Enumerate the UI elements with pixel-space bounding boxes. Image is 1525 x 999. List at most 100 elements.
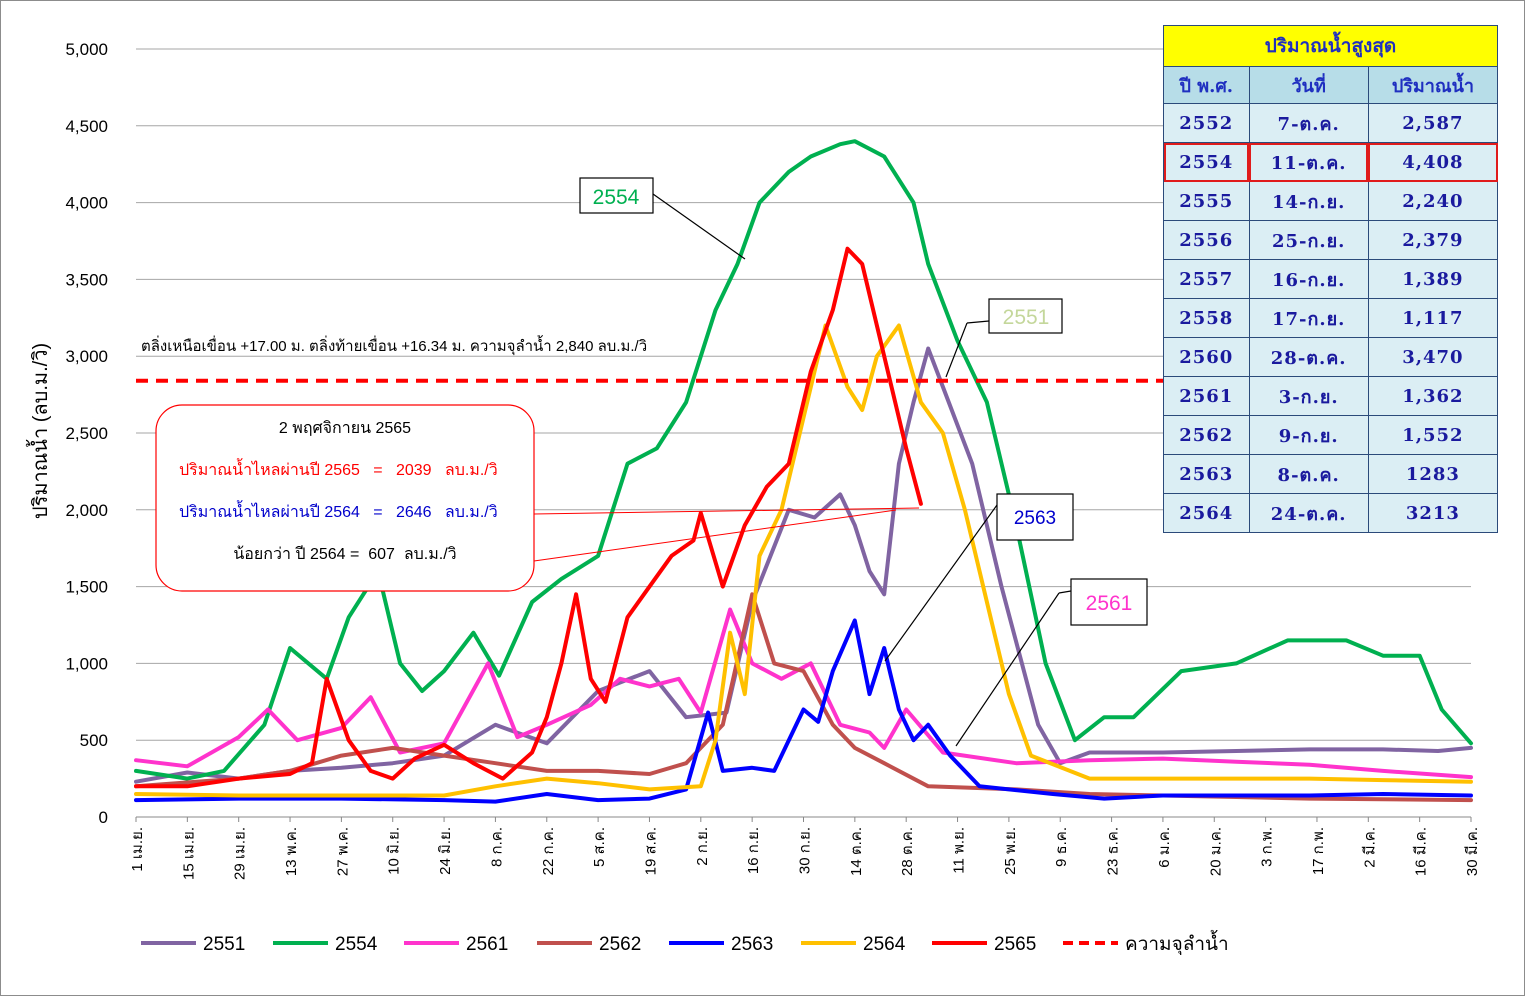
peak-table-row: 2564 24-ต.ค. 3213: [1163, 493, 1499, 533]
peak-table-cell: 3213: [1367, 493, 1499, 533]
series-line-2565: [134, 246, 923, 789]
peak-table-header-cell: ปริมาณน้ำ: [1367, 66, 1499, 104]
peak-table-cell: 28-ต.ค.: [1248, 337, 1369, 377]
x-tick-label: 13 พ.ค.: [283, 827, 300, 876]
x-tick-label: 11 พ.ย.: [951, 827, 968, 874]
callout-2563: 2563: [884, 493, 1074, 662]
peak-table-cell: 1283: [1367, 454, 1499, 494]
y-tick-label: 1,000: [65, 654, 108, 673]
x-tick-label: 10 มิ.ย.: [386, 827, 403, 875]
peak-table-row: 2557 16-ก.ย. 1,389: [1163, 259, 1499, 299]
legend-label: 2564: [863, 934, 906, 955]
info-pointer-lower: [533, 509, 897, 562]
y-tick-label: 2,000: [65, 501, 108, 520]
callout-2551: 2551: [945, 298, 1063, 378]
y-tick-label: 2,500: [65, 424, 108, 443]
x-tick-label: 29 เม.ย.: [232, 827, 249, 880]
y-tick-label: 500: [80, 731, 108, 750]
peak-table-cell: 3-ก.ย.: [1248, 376, 1369, 416]
x-tick-label: 16 มี.ค.: [1413, 827, 1430, 876]
peak-table: ปริมาณน้ำสูงสุด ปี พ.ศ. วันที่ ปริมาณน้ำ 2…: [1163, 25, 1499, 533]
peak-table-cell: 2,240: [1367, 181, 1499, 221]
x-tick-label: 2 ก.ย.: [694, 827, 711, 866]
callout-2554-label: 2554: [593, 186, 640, 209]
x-tick-label: 15 เม.ย.: [180, 827, 197, 880]
legend-label: 2563: [731, 934, 773, 955]
y-tick-label: 4,000: [65, 194, 108, 213]
callout-2563-label: 2563: [1014, 508, 1056, 529]
callout-2554: 2554: [579, 177, 746, 260]
peak-table-cell: 4,408: [1367, 142, 1499, 182]
x-tick-label: 1 เม.ย.: [129, 827, 146, 872]
series-line-2563: [134, 618, 1473, 804]
legend-label: 2562: [599, 934, 641, 955]
peak-table-cell: 1,362: [1367, 376, 1499, 416]
info-diff: น้อยกว่า ปี 2564 = 607 ลบ.ม./วิ: [233, 545, 456, 563]
x-tick-label: 14 ต.ค.: [848, 827, 865, 876]
x-tick-labels: 1 เม.ย. 15 เม.ย. 29 เม.ย. 13 พ.ค. 27 พ.ค. 10 …: [129, 817, 1481, 880]
peak-table-row: 2560 28-ต.ค. 3,470: [1163, 337, 1499, 377]
series-line-2562: [134, 592, 1473, 803]
y-tick-labels: 0 500 1,000 1,500 2,000 2,500 3,000 3,500 4,000 4…: [65, 40, 108, 827]
threshold-label: ตลิ่งเหนือเขื่อน +17.00 ม. ตลิ่งท้ายเขื่…: [141, 335, 647, 356]
x-tick-label: 17 ก.พ.: [1310, 827, 1327, 875]
x-tick-label: 22 ก.ค.: [540, 827, 557, 875]
callout-2551-label: 2551: [1003, 306, 1050, 329]
x-tick-label: 27 พ.ค.: [334, 827, 351, 876]
x-tick-label: 24 มิ.ย.: [437, 827, 454, 875]
peak-table-body: 2552 7-ต.ค. 2,587 2554 11-ต.ค. 4,408 2555 14-ก.…: [1163, 103, 1499, 533]
x-tick-label: 9 ธ.ค.: [1053, 827, 1070, 867]
peak-table-cell: 2562: [1163, 415, 1250, 455]
x-tick-label: 6 ม.ค.: [1156, 827, 1173, 868]
x-tick-label: 30 ก.ย.: [797, 827, 814, 874]
peak-table-cell: 7-ต.ค.: [1248, 103, 1369, 143]
peak-table-cell: 1,389: [1367, 259, 1499, 299]
peak-table-cell: 2552: [1163, 103, 1250, 143]
x-tick-label: 25 พ.ย.: [1002, 827, 1019, 875]
peak-table-cell: 2554: [1163, 142, 1250, 182]
y-tick-label: 5,000: [65, 40, 108, 59]
peak-table-cell: 1,117: [1367, 298, 1499, 338]
peak-table-header-cell: ปี พ.ศ.: [1163, 66, 1250, 104]
series-line-2551: [134, 346, 1473, 784]
peak-table-cell: 17-ก.ย.: [1248, 298, 1369, 338]
info-date: 2 พฤศจิกายน 2565: [279, 420, 411, 437]
series-lines: [134, 139, 1473, 804]
callout-2561-label: 2561: [1086, 592, 1133, 615]
info-box: [155, 404, 535, 592]
peak-table-cell: 2556: [1163, 220, 1250, 260]
peak-table-header-cell: วันที่: [1248, 66, 1369, 104]
peak-table-cell: 2,379: [1367, 220, 1499, 260]
peak-table-cell: 25-ก.ย.: [1248, 220, 1369, 260]
legend-label: ความจุลำน้ำ: [1125, 930, 1229, 956]
y-tick-label: 0: [99, 808, 108, 827]
peak-table-row: 2562 9-ก.ย. 1,552: [1163, 415, 1499, 455]
x-tick-label: 8 ก.ค.: [488, 827, 505, 867]
y-tick-label: 4,500: [65, 117, 108, 136]
y-tick-label: 3,000: [65, 347, 108, 366]
legend-label: 2565: [994, 934, 1036, 955]
peak-table-title: ปริมาณน้ำสูงสุด: [1163, 25, 1498, 67]
x-tick-label: 20 ม.ค.: [1207, 827, 1224, 876]
peak-table-cell: 2558: [1163, 298, 1250, 338]
peak-table-row: 2563 8-ต.ค. 1283: [1163, 454, 1499, 494]
x-tick-label: 16 ก.ย.: [745, 827, 762, 874]
peak-table-cell: 2561: [1163, 376, 1250, 416]
peak-table-cell: 2563: [1163, 454, 1250, 494]
x-tick-label: 2 มี.ค.: [1361, 827, 1378, 868]
legend-label: 2561: [466, 934, 508, 955]
x-tick-label: 23 ธ.ค.: [1105, 827, 1122, 875]
peak-table-row: 2561 3-ก.ย. 1,362: [1163, 376, 1499, 416]
x-tick-label: 19 ส.ค.: [642, 827, 659, 875]
peak-table-header: ปี พ.ศ. วันที่ ปริมาณน้ำ: [1163, 66, 1499, 104]
peak-table-cell: 16-ก.ย.: [1248, 259, 1369, 299]
peak-table-row: 2555 14-ก.ย. 2,240: [1163, 181, 1499, 221]
y-tick-label: 1,500: [65, 578, 108, 597]
info-2564: ปริมาณน้ำไหลผ่านปี 2564 = 2646 ลบ.ม./วิ: [179, 500, 498, 521]
x-tick-label: 5 ส.ค.: [591, 827, 608, 867]
series-line-2561: [134, 607, 1473, 780]
peak-table-cell: 14-ก.ย.: [1248, 181, 1369, 221]
y-axis-label: ปริมาณน้ำ (ลบ.ม./วิ): [26, 343, 52, 519]
